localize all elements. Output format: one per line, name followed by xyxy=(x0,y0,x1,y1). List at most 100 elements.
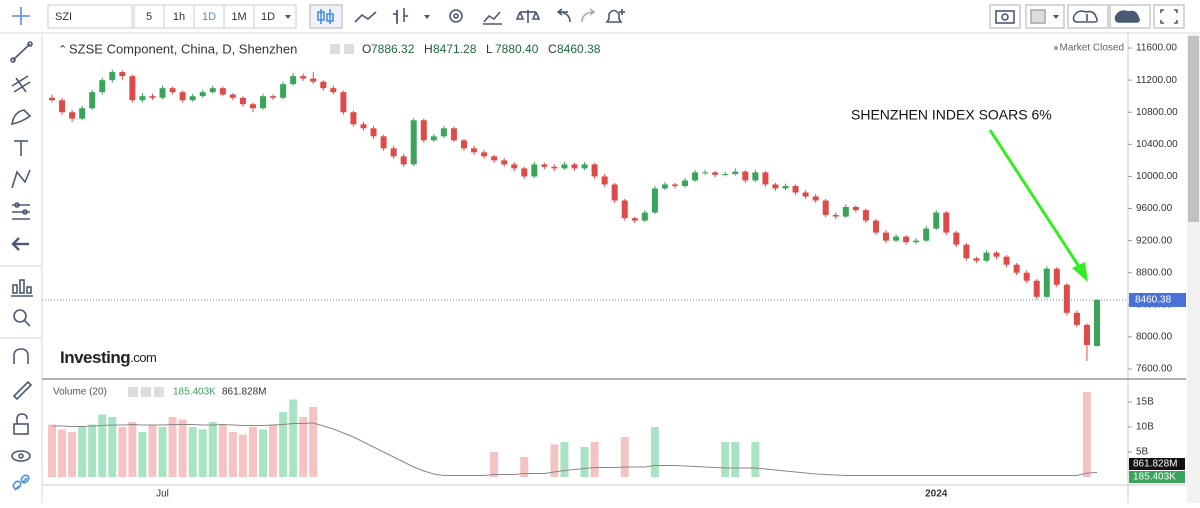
header-btn[interactable] xyxy=(128,387,138,397)
ohlc-letter: O xyxy=(362,42,371,56)
volume-tick-label: 5B xyxy=(1136,447,1149,458)
candle-body xyxy=(772,184,779,189)
candle-body xyxy=(179,92,186,101)
volume-bar xyxy=(198,429,207,477)
status-dot xyxy=(1054,46,1058,50)
volume-bar xyxy=(128,422,137,477)
candle-body xyxy=(129,76,136,101)
candle-body xyxy=(249,104,256,109)
ohlc-value: 8460.38 xyxy=(557,42,601,56)
ohlc-letter: H xyxy=(424,42,433,56)
candle-body xyxy=(862,210,869,221)
candle-body xyxy=(792,186,799,193)
candle-body xyxy=(561,164,568,169)
candle-body xyxy=(481,152,488,157)
sidebar-icons[interactable] xyxy=(0,41,42,491)
interval-label: 1M xyxy=(231,11,246,23)
candle-body xyxy=(671,184,678,187)
scrollbar-thumb[interactable] xyxy=(1188,36,1199,222)
candle-body xyxy=(611,184,618,201)
candle-body xyxy=(270,96,277,98)
candle-body xyxy=(89,92,96,109)
toolbar-icons xyxy=(309,4,1185,29)
volume-marker xyxy=(1129,471,1185,483)
candle-body xyxy=(661,184,668,189)
candle-body xyxy=(893,236,900,241)
candle-body xyxy=(491,156,498,161)
volume-bar xyxy=(248,427,257,477)
volume-bar xyxy=(620,437,629,477)
candle-body xyxy=(139,96,146,101)
x-tick-label: Jul xyxy=(156,489,169,500)
y-tick-label: 10800.00 xyxy=(1136,107,1178,118)
y-tick-label: 10000.00 xyxy=(1136,171,1178,182)
candle-body xyxy=(651,188,658,213)
y-tick-label: 9600.00 xyxy=(1136,203,1173,214)
y-tick-label: 9200.00 xyxy=(1136,235,1173,246)
interval-label: 1D xyxy=(202,11,216,23)
volume-bar xyxy=(138,432,147,477)
volume-bar xyxy=(520,457,529,477)
candle-body xyxy=(852,206,859,211)
volume-bar xyxy=(68,432,77,477)
volume-tick-label: 15B xyxy=(1136,397,1154,408)
logo-main: Investing xyxy=(60,348,130,367)
volume-bar xyxy=(1082,392,1091,477)
x-tick-label: 2024 xyxy=(925,489,948,500)
candle-body xyxy=(631,218,638,221)
candle-body xyxy=(641,212,648,221)
last-price-label: 8460.38 xyxy=(1135,295,1172,306)
candle-body xyxy=(732,171,739,175)
volume-bar xyxy=(178,419,187,477)
volume-marker-label: 185.403K xyxy=(1133,472,1176,483)
candle-body xyxy=(802,192,809,197)
ohlc-value: 7880.40 xyxy=(495,42,539,56)
header-btn[interactable] xyxy=(154,387,164,397)
candle-body xyxy=(49,97,55,101)
volume-bar xyxy=(168,417,177,477)
candle-body xyxy=(209,88,216,93)
candle-body xyxy=(400,156,407,165)
volume-bar xyxy=(731,442,740,477)
candle-body xyxy=(59,100,66,113)
candle-body xyxy=(943,212,950,233)
header-btn[interactable] xyxy=(141,387,151,397)
cross-icon[interactable] xyxy=(12,7,30,25)
candle-body xyxy=(933,212,940,229)
candle-body xyxy=(119,72,126,77)
candle-body xyxy=(380,136,387,149)
candle-body xyxy=(350,112,357,125)
candle-body xyxy=(621,200,628,219)
candle-body xyxy=(581,164,588,169)
volume-bar xyxy=(108,417,117,477)
candle-body xyxy=(521,168,528,177)
candle-body xyxy=(360,124,367,129)
candle-body xyxy=(1003,256,1010,265)
logo: Investing.com xyxy=(60,348,156,367)
volume-bar xyxy=(560,442,569,477)
volume-bar xyxy=(721,442,730,477)
candle-body xyxy=(410,120,417,165)
candle-body xyxy=(1094,299,1100,347)
ma-marker xyxy=(1129,458,1185,470)
candle-body xyxy=(822,200,829,215)
candle-body xyxy=(310,78,317,82)
y-tick-label: 7600.00 xyxy=(1136,364,1173,375)
candle-body xyxy=(762,172,769,185)
candle-body xyxy=(219,88,226,95)
header-btn[interactable] xyxy=(330,44,340,54)
dropdown-caret xyxy=(285,15,291,19)
header-caret: ⌃ xyxy=(58,44,67,56)
volume-bar xyxy=(208,422,217,477)
interval-label: 5 xyxy=(146,11,152,23)
volume-bar xyxy=(158,427,167,477)
interval-button[interactable] xyxy=(253,4,297,29)
candle-body xyxy=(832,214,839,217)
candle-body xyxy=(450,128,457,141)
candle-body xyxy=(591,164,598,177)
chart-title: SZSE Component, China, D, Shenzhen xyxy=(69,41,297,56)
symbol-box[interactable] xyxy=(47,4,133,29)
header-btn[interactable] xyxy=(344,44,354,54)
candle-body xyxy=(79,108,86,119)
